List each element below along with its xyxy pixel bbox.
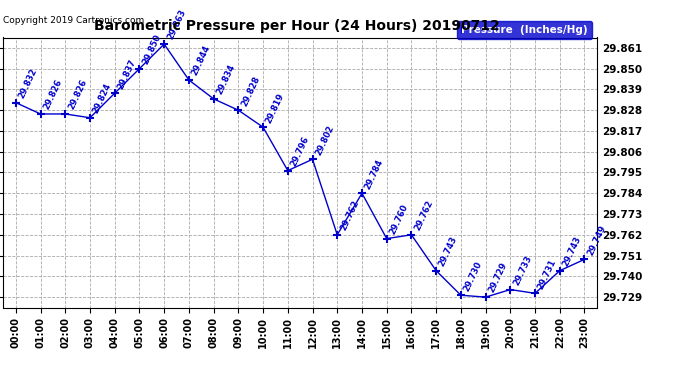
Text: 29.762: 29.762 [339,199,360,232]
Text: 29.826: 29.826 [42,78,63,111]
Text: Barometric Pressure per Hour (24 Hours) 20190712: Barometric Pressure per Hour (24 Hours) … [94,19,500,33]
Text: 29.796: 29.796 [289,135,311,168]
Text: 29.760: 29.760 [388,203,410,236]
Text: 29.863: 29.863 [166,8,188,41]
Text: 29.733: 29.733 [512,254,533,287]
Text: 29.743: 29.743 [561,235,583,268]
Text: 29.834: 29.834 [215,63,237,96]
Text: 29.802: 29.802 [314,123,336,156]
Legend: Pressure  (Inches/Hg): Pressure (Inches/Hg) [457,21,591,39]
Text: 29.730: 29.730 [462,260,484,292]
Text: 29.784: 29.784 [364,158,385,190]
Text: 29.844: 29.844 [190,44,212,77]
Text: 29.826: 29.826 [67,78,88,111]
Text: 29.729: 29.729 [487,261,509,294]
Text: 29.837: 29.837 [116,57,138,90]
Text: Copyright 2019 Cartronics.com: Copyright 2019 Cartronics.com [3,16,145,25]
Text: 29.824: 29.824 [91,82,113,115]
Text: 29.743: 29.743 [437,235,460,268]
Text: 29.832: 29.832 [17,67,39,100]
Text: 29.762: 29.762 [413,199,435,232]
Text: 29.828: 29.828 [239,74,262,107]
Text: 29.749: 29.749 [586,224,608,256]
Text: 29.731: 29.731 [536,258,558,291]
Text: 29.819: 29.819 [264,92,286,124]
Text: 29.850: 29.850 [141,33,163,66]
